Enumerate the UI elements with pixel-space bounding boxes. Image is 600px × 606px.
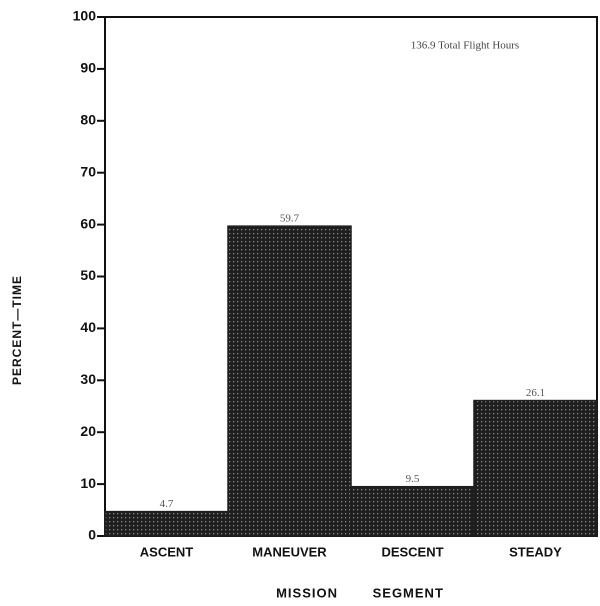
y-tick-label: 60: [80, 215, 96, 231]
data-label: 26.1: [526, 387, 545, 399]
y-tick-label: 90: [80, 60, 96, 76]
y-tick-label: 30: [80, 371, 96, 387]
x-tick-label: ASCENT: [140, 544, 194, 559]
y-tick-label: 0: [88, 527, 96, 543]
y-tick-label: 100: [73, 8, 97, 24]
data-label: 4.7: [160, 498, 174, 510]
annotation: 136.9 Total Flight Hours: [411, 40, 519, 52]
x-tick-label: MANEUVER: [252, 544, 327, 559]
y-axis-label: PERCENT—TIME: [10, 275, 24, 385]
bar: [104, 510, 229, 537]
x-tick-label: DESCENT: [381, 544, 443, 559]
y-tick-label: 80: [80, 112, 96, 128]
x-tick-label: STEADY: [509, 544, 562, 559]
y-tick-label: 50: [80, 267, 96, 283]
bar: [350, 485, 475, 537]
y-tick-label: 70: [80, 163, 96, 179]
y-tick-label: 20: [80, 423, 96, 439]
bar: [473, 399, 598, 537]
y-tick-label: 10: [80, 475, 96, 491]
data-label: 9.5: [406, 473, 420, 485]
bar: [227, 225, 352, 537]
x-axis-label: MISSION SEGMENT: [276, 585, 444, 600]
data-label: 59.7: [280, 213, 300, 225]
y-tick-label: 40: [80, 319, 96, 335]
